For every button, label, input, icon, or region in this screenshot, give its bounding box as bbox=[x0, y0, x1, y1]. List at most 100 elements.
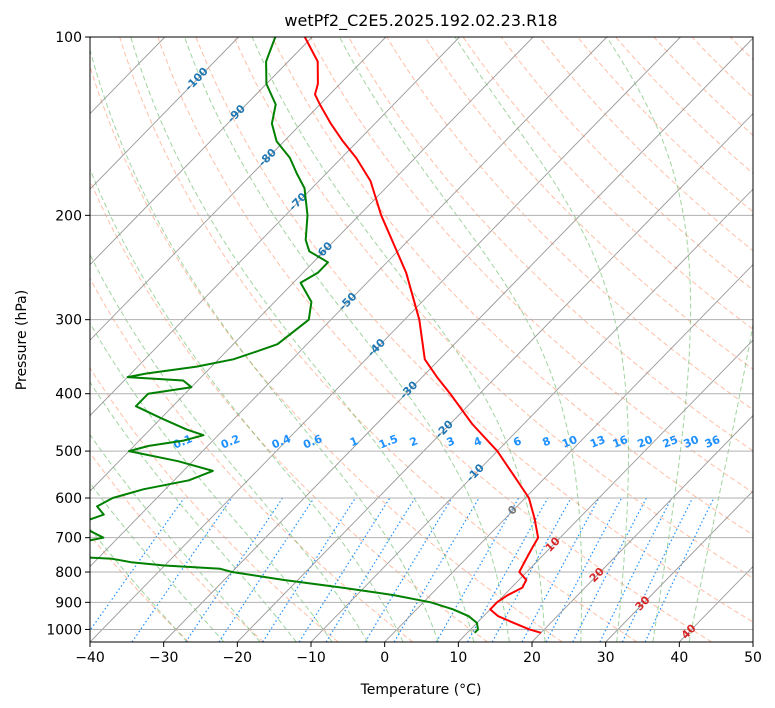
x-tick-label: 30 bbox=[597, 650, 615, 666]
x-tick-label: −40 bbox=[75, 650, 105, 666]
mixing-ratio-label: 10 bbox=[560, 433, 579, 451]
isotherm-line bbox=[531, 414, 753, 642]
y-tick-label: 300 bbox=[55, 313, 82, 329]
mixing-ratio-line bbox=[572, 497, 647, 642]
isotherm-line bbox=[90, 37, 460, 417]
dry-adiabat bbox=[90, 64, 563, 642]
dry-adiabat bbox=[90, 277, 414, 642]
mixing-ratio-line bbox=[521, 497, 600, 642]
isotherm-line bbox=[90, 37, 681, 642]
isotherm-line bbox=[458, 339, 753, 642]
mixing-ratio-label: 6 bbox=[511, 434, 523, 449]
dry-adiabat bbox=[309, 37, 753, 494]
profile-lines bbox=[90, 37, 542, 634]
dry-adiabat bbox=[90, 179, 488, 642]
isotherm-line bbox=[310, 188, 753, 642]
y-tick-label: 900 bbox=[55, 595, 82, 611]
moist-adiabat bbox=[90, 167, 404, 642]
isotherm-line bbox=[90, 37, 387, 341]
mixing-ratio-line bbox=[185, 497, 284, 642]
x-axis-label: Temperature (°C) bbox=[360, 682, 482, 698]
isotherm-line bbox=[163, 37, 753, 642]
y-tick-label: 500 bbox=[55, 444, 82, 460]
mixing-ratio-line bbox=[393, 497, 480, 642]
mixing-ratio-line bbox=[364, 497, 453, 642]
isotherm-line bbox=[90, 37, 239, 190]
mixing-ratio-label: 0.6 bbox=[301, 432, 324, 451]
moist-adiabat bbox=[688, 321, 753, 642]
mixing-ratio-label: 0.4 bbox=[270, 432, 293, 451]
mixing-ratio-line bbox=[644, 497, 715, 642]
mixing-ratio-label: 3 bbox=[445, 434, 457, 449]
y-tick-label: 100 bbox=[55, 30, 82, 46]
isotherm-line bbox=[237, 113, 753, 642]
mixing-ratio-label: 1.5 bbox=[377, 432, 400, 451]
plot-frame bbox=[89, 36, 754, 643]
y-tick-label: 600 bbox=[55, 491, 82, 507]
dry-adiabat bbox=[90, 367, 339, 642]
y-tick-label: 800 bbox=[55, 565, 82, 581]
dry-adiabat bbox=[271, 37, 753, 536]
dry-adiabat bbox=[462, 37, 753, 330]
mixing-ratio-label: 36 bbox=[703, 433, 722, 451]
mixing-ratio-label: 13 bbox=[588, 433, 607, 451]
moist-adiabat bbox=[130, 37, 475, 642]
mixing-ratio-line bbox=[298, 497, 391, 642]
mixing-ratio-label: 16 bbox=[611, 433, 630, 451]
chart-title: wetPf2_C2E5.2025.192.02.23.R18 bbox=[284, 11, 557, 31]
isotherm-line bbox=[605, 490, 753, 642]
x-tick-label: 20 bbox=[523, 650, 541, 666]
dry-adiabat bbox=[691, 37, 753, 99]
x-tick-label: −20 bbox=[223, 650, 253, 666]
axis-ticks: −40 −30 −20 −10 0 10 20 30 40 5010020030040050060… bbox=[46, 30, 762, 666]
dry-adiabat bbox=[90, 534, 190, 642]
temperature-profile bbox=[303, 37, 542, 634]
moist-adiabat bbox=[454, 37, 629, 642]
x-tick-label: 50 bbox=[744, 650, 762, 666]
dry-adiabat bbox=[195, 37, 753, 623]
mixing-ratio-label: 0.2 bbox=[219, 432, 242, 451]
dry-adiabat bbox=[157, 37, 712, 642]
dewpoint-profile bbox=[90, 37, 479, 634]
mixing-ratio-label: 25 bbox=[661, 433, 680, 451]
y-tick-label: 700 bbox=[55, 531, 82, 547]
moist-adiabat bbox=[90, 433, 261, 642]
mixing-ratio-label: 4 bbox=[472, 434, 484, 449]
mixing-ratio-line bbox=[218, 497, 315, 642]
mixing-ratio-line bbox=[491, 497, 572, 642]
mixing-ratio-line bbox=[90, 497, 185, 632]
dry-adiabat bbox=[348, 37, 753, 452]
moist-adiabat bbox=[251, 37, 546, 642]
x-tick-label: 0 bbox=[380, 650, 389, 666]
background-lines bbox=[90, 37, 775, 642]
mixing-ratio-label: 30 bbox=[682, 433, 701, 451]
dry-adiabat bbox=[233, 37, 753, 579]
mixing-ratio-label: 2 bbox=[408, 434, 420, 449]
x-tick-label: −10 bbox=[296, 650, 326, 666]
dry-adiabat bbox=[653, 37, 753, 137]
isotherm-line bbox=[384, 263, 753, 642]
moist-adiabat bbox=[90, 322, 333, 642]
mixing-ratio-label: 8 bbox=[541, 434, 553, 449]
y-axis-label: Pressure (hPa) bbox=[14, 290, 30, 390]
dry-adiabat bbox=[119, 37, 638, 642]
isotherm-line bbox=[90, 37, 313, 266]
mixing-ratio-line bbox=[131, 497, 233, 642]
dry-adiabat bbox=[577, 37, 753, 213]
mixing-ratio-line bbox=[599, 497, 673, 642]
moist-adiabat bbox=[90, 527, 188, 642]
isotherm-line bbox=[90, 37, 608, 568]
mixing-ratio-line bbox=[325, 497, 416, 642]
isotherm-line bbox=[752, 641, 753, 642]
moist-adiabat bbox=[90, 482, 225, 642]
moist-adiabat bbox=[90, 47, 439, 642]
moist-adiabat bbox=[339, 37, 583, 642]
y-tick-label: 1000 bbox=[46, 622, 82, 638]
mixing-ratio-line bbox=[621, 497, 694, 642]
dry-adiabat bbox=[768, 37, 775, 642]
y-tick-label: 400 bbox=[55, 387, 82, 403]
mixing-ratio-label: 1 bbox=[348, 434, 360, 449]
dry-adiabat bbox=[424, 37, 753, 370]
